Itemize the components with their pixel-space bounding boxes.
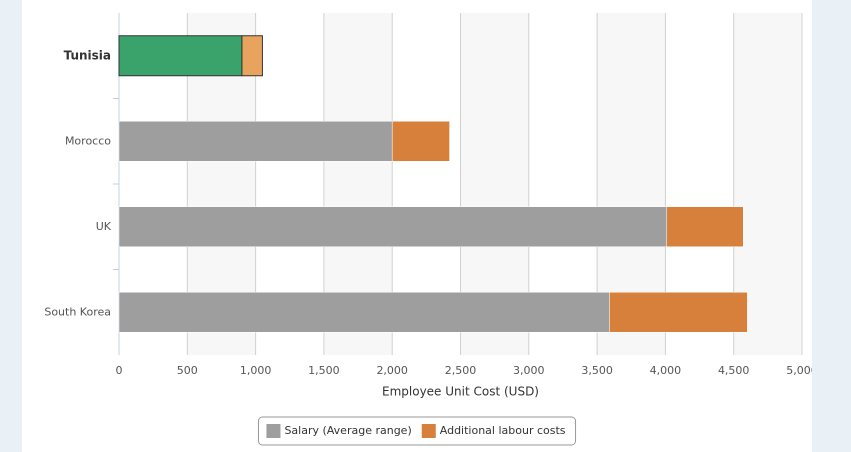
- x-tick-label: 500: [177, 364, 198, 377]
- bar: [241, 35, 263, 77]
- y-tick-label: South Korea: [44, 305, 111, 318]
- bar: [609, 292, 748, 333]
- x-tick-label: 5,000: [786, 364, 818, 377]
- bar: [118, 35, 243, 77]
- x-tick-label: 2,000: [376, 364, 408, 377]
- x-tick-label: 3,500: [581, 364, 613, 377]
- bar: [391, 121, 450, 162]
- y-tick-label: Morocco: [65, 134, 111, 147]
- plot: 0 500 1,000 1,500 2,000 2,500 3,000 3,500 4,000 4…: [44, 13, 818, 399]
- x-tick-label: 4,000: [650, 364, 682, 377]
- legend-label: Salary (Average range): [284, 424, 411, 437]
- x-tick-label: 4,500: [718, 364, 750, 377]
- x-tick-label: 2,500: [445, 364, 477, 377]
- legend-swatch: [266, 424, 281, 438]
- legend-box: [257, 416, 577, 446]
- x-tick-label: 1,500: [308, 364, 340, 377]
- y-tick-label: Tunisia: [64, 48, 111, 62]
- x-tick-label: 1,000: [240, 364, 272, 377]
- bar: [666, 206, 744, 247]
- legend: Salary (Average range) Additional labour …: [257, 416, 577, 446]
- bar: [118, 292, 610, 333]
- x-tick-label: 0: [116, 364, 123, 377]
- bar: [118, 206, 668, 247]
- legend-swatch: [421, 424, 436, 438]
- legend-label: Additional labour costs: [440, 424, 566, 437]
- x-axis-title: Employee Unit Cost (USD): [382, 385, 539, 399]
- bar: [118, 121, 393, 162]
- y-tick-label: UK: [96, 220, 112, 233]
- x-tick-label: 3,000: [513, 364, 545, 377]
